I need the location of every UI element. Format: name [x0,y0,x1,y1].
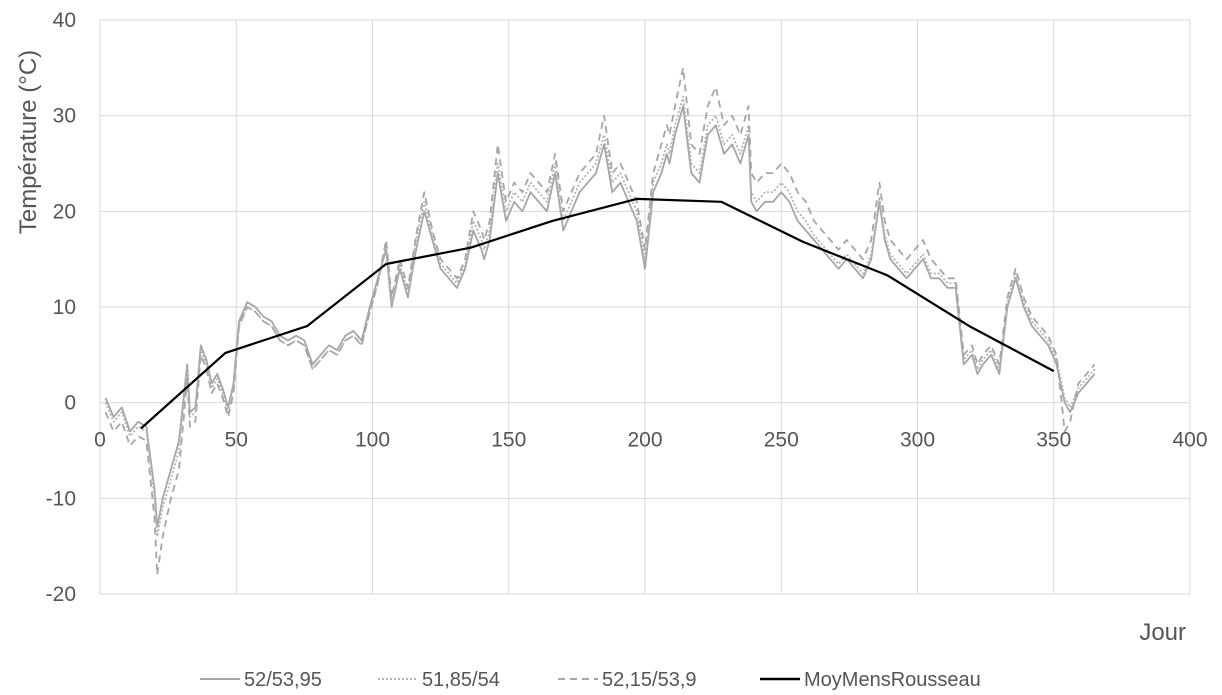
y-tick-label: -20 [46,583,76,606]
x-tick-label: 0 [94,429,106,452]
y-tick-label: 30 [53,105,76,128]
legend-label-3: 52,15/53,9 [602,669,697,691]
legend-label-4: MoyMensRousseau [804,669,981,691]
y-axis-title: Température (°C) [15,50,42,234]
series-layer [104,66,1096,576]
legend-label-2: 51,85/54 [422,669,500,691]
x-tick-label: 200 [627,429,662,452]
x-tick-label: 50 [225,429,248,452]
x-axis-title: Jour [1139,619,1186,646]
grid [99,19,1191,595]
y-tick-label: 40 [53,9,76,32]
x-tick-label: 250 [764,429,799,452]
x-tick-label: 400 [1172,429,1207,452]
x-tick-label: 100 [355,429,390,452]
y-tick-label: 20 [53,200,76,223]
legend: 52/53,95 51,85/54 52,15/53,9 MoyMensRoussea… [200,669,981,691]
legend-label-1: 52/53,95 [244,669,322,691]
series-line-3 [104,66,1096,576]
x-tick-label: 350 [1036,429,1071,452]
y-tick-label: 10 [53,296,76,319]
series-line-4 [140,197,1055,430]
series-line-2 [104,95,1096,538]
y-tick-label: 0 [64,392,76,415]
x-tick-label: 300 [900,429,935,452]
y-tick-label: -10 [46,487,76,510]
series-line-1 [104,105,1096,528]
x-tick-label: 150 [491,429,526,452]
